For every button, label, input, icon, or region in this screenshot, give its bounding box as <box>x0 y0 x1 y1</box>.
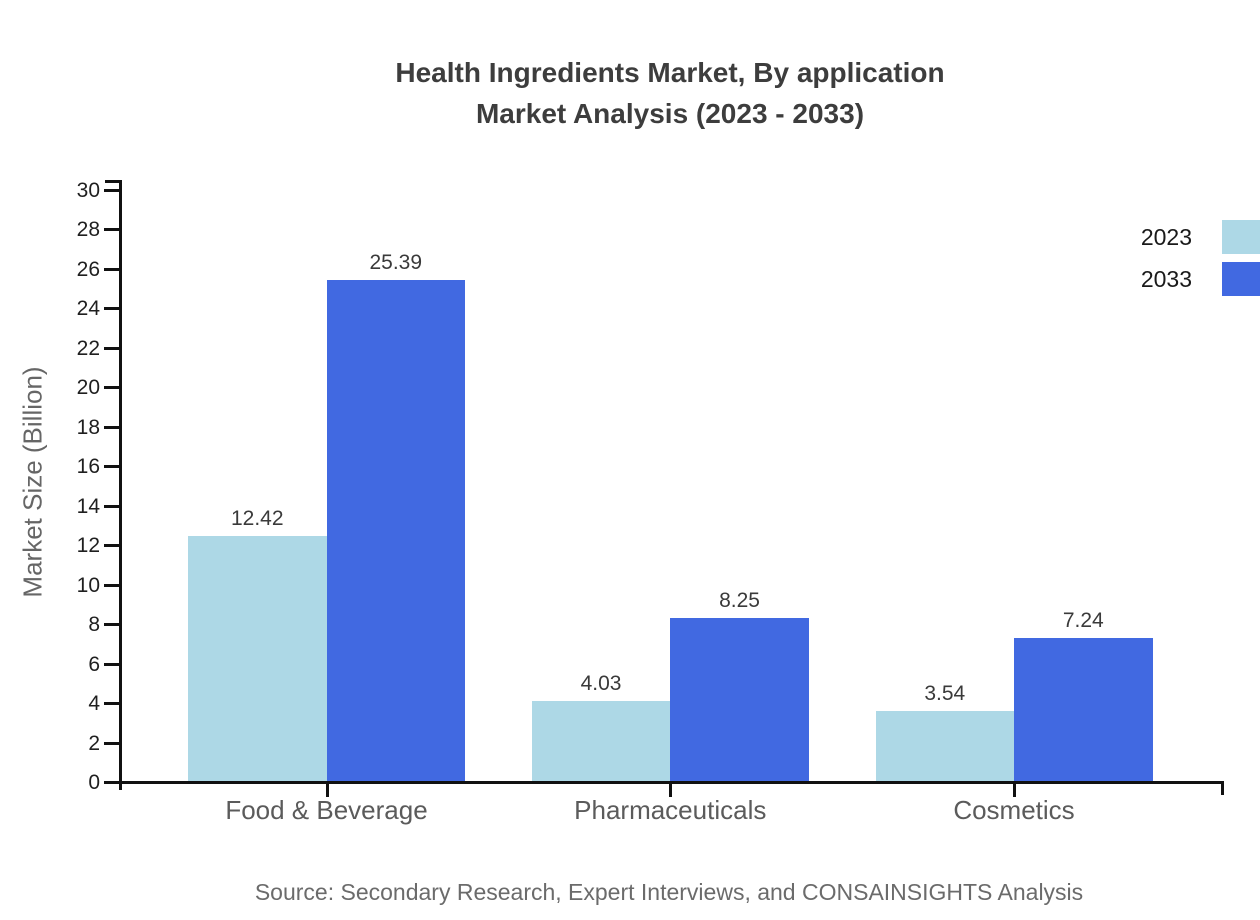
y-tick <box>104 544 119 548</box>
y-tick <box>104 583 119 587</box>
x-category-label: Pharmaceuticals <box>574 795 767 825</box>
y-tick-label: 8 <box>88 613 100 637</box>
bar-value-label: 7.24 <box>1062 609 1104 633</box>
legend-swatch-icon <box>1222 220 1260 254</box>
y-tick <box>104 189 119 192</box>
bar-2023-pharmaceuticals <box>531 701 671 781</box>
y-tick <box>104 741 119 745</box>
y-tick-label: 18 <box>76 415 100 439</box>
y-tick-label: 10 <box>76 573 100 597</box>
y-axis-end-cap <box>105 180 119 183</box>
y-tick <box>104 425 119 429</box>
y-tick <box>104 702 119 706</box>
y-tick-label: 16 <box>76 455 100 479</box>
y-tick <box>104 623 119 627</box>
y-tick <box>104 504 119 508</box>
y-tick <box>104 386 119 390</box>
legend-swatch-icon <box>1222 262 1260 296</box>
source-attribution: Source: Secondary Research, Expert Inter… <box>254 879 1084 905</box>
y-tick <box>104 228 119 232</box>
x-axis-line <box>105 781 1224 784</box>
chart-title: Health Ingredients Market, By applicatio… <box>395 52 944 134</box>
legend-label: 2023 <box>1140 224 1192 250</box>
y-tick <box>104 662 119 666</box>
y-tick-label: 26 <box>76 257 100 281</box>
y-tick-label: 20 <box>76 376 100 400</box>
legend-label: 2033 <box>1140 266 1192 292</box>
chart-title-line2: Market Analysis (2023 - 2033) <box>475 98 865 129</box>
y-axis-title: Market Size (Billion) <box>17 366 48 598</box>
y-tick <box>104 781 119 784</box>
y-tick-label: 2 <box>88 731 100 755</box>
bar-value-label: 12.42 <box>230 506 284 530</box>
x-tick <box>325 784 329 797</box>
y-tick-label: 22 <box>76 336 100 360</box>
bar-2023-cosmetics <box>875 711 1014 781</box>
x-tick <box>1013 784 1016 797</box>
y-tick-label: 28 <box>76 218 100 242</box>
bar-2033-food-beverage <box>326 279 465 781</box>
y-tick-label: 24 <box>76 297 100 321</box>
y-tick-label: 30 <box>76 179 100 202</box>
y-tick <box>104 267 119 271</box>
bar-2033-cosmetics <box>1014 638 1153 781</box>
bar-2023-food-beverage <box>188 535 327 781</box>
bar-value-label: 3.54 <box>924 682 966 706</box>
x-tick <box>669 784 673 797</box>
bar-value-label: 8.25 <box>719 589 760 613</box>
legend-entry-2023: 2023 <box>1141 220 1260 254</box>
chart-title-line1: Health Ingredients Market, By applicatio… <box>395 57 945 88</box>
y-tick <box>104 465 119 469</box>
y-tick <box>104 307 119 311</box>
y-tick-label: 4 <box>88 692 100 716</box>
legend-entry-2033: 2033 <box>1141 262 1260 296</box>
y-axis-line <box>119 180 122 790</box>
y-tick-label: 12 <box>76 534 100 558</box>
bar-value-label: 4.03 <box>580 672 622 696</box>
legend: 2023 2033 <box>1141 220 1260 296</box>
x-category-label: Food & Beverage <box>225 795 428 825</box>
y-tick-label: 0 <box>88 771 100 794</box>
x-axis-end-tick <box>1221 781 1224 795</box>
bar-2033-pharmaceuticals <box>670 618 809 781</box>
y-tick-label: 14 <box>76 494 100 518</box>
bar-value-label: 25.39 <box>369 250 423 274</box>
y-tick <box>104 346 119 350</box>
y-tick-label: 6 <box>88 652 100 676</box>
x-category-label: Cosmetics <box>953 795 1075 825</box>
